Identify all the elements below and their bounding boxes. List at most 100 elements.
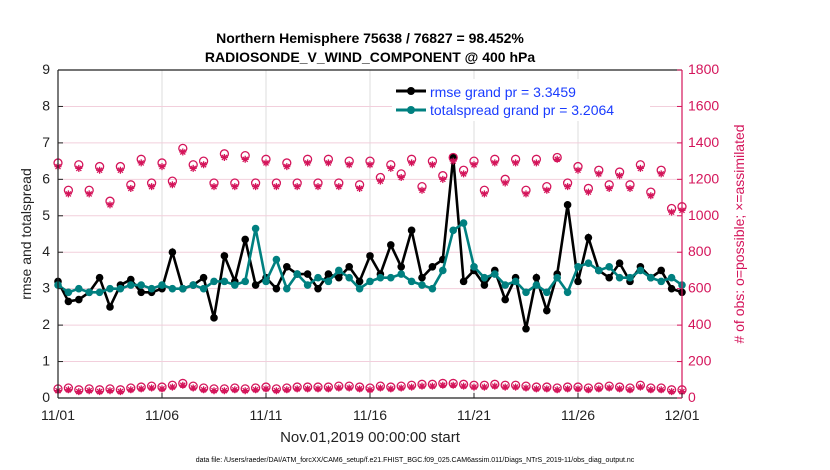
totalspread-point [231,281,239,289]
obs-assimilated-point [626,184,634,192]
obs-assimilated-point [168,383,176,391]
obs-assimilated-point [387,164,395,172]
obs-assimilated-point [116,388,124,396]
legend-rmse-marker [407,87,415,95]
totalspread-point [574,263,582,271]
obs-assimilated-point [512,159,520,167]
obs-assimilated-point [408,159,416,167]
y-right-tick-label: 1800 [688,61,719,77]
totalspread-point [626,273,634,282]
obs-assimilated-point [553,386,561,394]
obs-assimilated-point [418,382,426,390]
rmse-point [657,266,665,275]
obs-assimilated-point [449,157,457,165]
totalspread-point [501,281,510,289]
obs-assimilated-point [158,385,166,393]
y-right-tick-label: 0 [688,389,696,405]
obs-assimilated-point [252,183,260,191]
obs-assimilated-point [272,387,280,395]
obs-assimilated-point [210,387,218,395]
totalspread-point [345,273,354,282]
obs-assimilated-point [522,384,530,392]
totalspread-point [543,288,551,297]
obs-assimilated-point [616,172,624,180]
obs-assimilated-point [564,183,572,191]
obs-assimilated-point [595,170,603,178]
totalspread-point [491,270,499,278]
y-tick-label: 7 [42,134,50,150]
y-tick-label: 1 [42,353,50,369]
obs-assimilated-point [85,190,93,198]
y-axis-label: rmse and totalspread [18,168,34,300]
y-right-tick-label: 600 [688,280,712,296]
x-tick-label: 11/06 [145,407,179,423]
obs-assimilated-point [241,387,249,395]
y-axis-right-label: # of obs: o=possible; ×=assimilated [731,124,747,343]
legend-spread-label: totalspread grand pr = 3.2064 [430,102,614,118]
obs-assimilated-point [636,383,644,391]
totalspread-point [85,288,93,297]
totalspread-point [459,219,468,227]
totalspread-point [293,270,302,278]
totalspread-point [106,284,114,293]
obs-assimilated-point [252,386,260,394]
obs-assimilated-point [335,183,343,191]
rmse-point [251,281,260,289]
obs-assimilated-point [532,385,540,393]
rmse-point [283,263,291,271]
obs-assimilated-point [220,153,228,161]
rmse-point [106,303,114,311]
rmse-point [272,284,281,293]
legend-spread-marker [407,106,415,114]
rmse-point [199,273,208,282]
chart-title-line1: Northern Hemisphere 75638 / 76827 = 98.4… [216,30,524,46]
totalspread-point [168,284,177,293]
totalspread-point [251,224,260,233]
totalspread-point [511,277,520,286]
totalspread-point [355,284,364,293]
totalspread-point [189,281,197,289]
obs-assimilated-point [231,183,239,191]
obs-assimilated-point [324,385,332,393]
rmse-point [584,233,593,242]
obs-assimilated-point [179,381,187,389]
obs-assimilated-point [158,163,166,171]
obs-assimilated-point [345,161,353,169]
totalspread-point [647,273,655,282]
obs-assimilated-point [397,174,405,182]
totalspread-point [480,273,489,282]
obs-assimilated-point [605,184,613,192]
rmse-point [355,277,364,286]
obs-assimilated-point [210,183,218,191]
x-tick-label: 11/16 [353,407,387,423]
obs-assimilated-point [85,387,93,395]
rmse-point [605,273,613,282]
totalspread-point [314,273,322,282]
obs-assimilated-point [387,385,395,393]
obs-assimilated-point [439,175,447,183]
y-tick-label: 9 [42,61,50,77]
obs-assimilated-point [335,384,343,392]
obs-assimilated-point [231,386,239,394]
obs-assimilated-point [314,385,322,393]
totalspread-point [262,277,270,286]
totalspread-point [137,281,145,289]
totalspread-point [210,277,218,286]
y-tick-label: 5 [42,207,50,223]
obs-assimilated-point [439,381,447,389]
rmse-point [64,297,73,306]
obs-assimilated-point [501,383,509,391]
rmse-point [407,226,416,235]
obs-assimilated-point [376,177,384,185]
totalspread-point [127,281,135,289]
y-right-tick-label: 1600 [688,97,719,113]
obs-assimilated-point [200,161,208,169]
totalspread-point [584,259,593,267]
obs-assimilated-point [584,386,592,394]
totalspread-point [667,273,676,282]
x-tick-label: 12/01 [664,407,699,423]
totalspread-point [387,273,395,282]
obs-assimilated-point [127,386,135,394]
rmse-point [563,201,572,209]
